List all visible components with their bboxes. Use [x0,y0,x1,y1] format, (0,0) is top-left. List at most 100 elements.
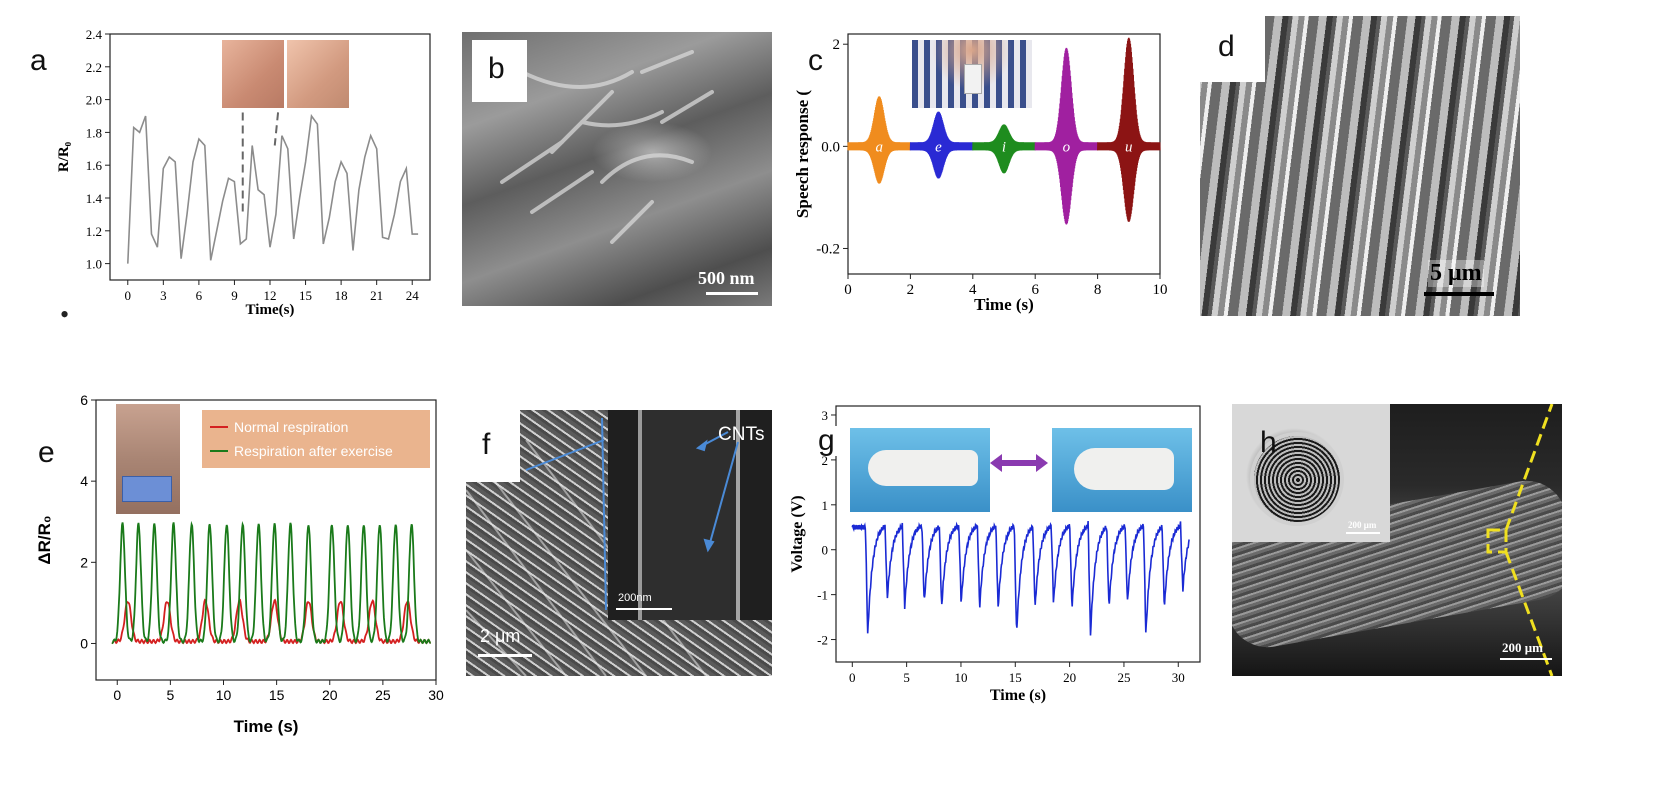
inset-photo-throat [912,40,1032,108]
inset-scale-bar-label-f: 200nm [618,592,652,604]
x-axis-label-e: Time (s) [234,717,299,736]
series-line-e-1 [111,520,431,645]
panel-b: b 500 nm [462,32,772,306]
scale-bar-label-d: 5 μm [1428,260,1484,287]
x-tick-label-a: 21 [370,288,383,303]
y-tick-label-g: 0 [822,543,829,558]
y-tick-label-e: 6 [80,392,88,408]
speech-series-i [972,124,1036,174]
x-tick-label-c: 0 [844,282,852,298]
legend-box-e [202,410,430,468]
speech-label-e: e [935,139,942,155]
double-arrow-head-right [1036,454,1048,472]
legend-label-e-0: Normal respiration [234,419,348,435]
chart-e: 0 5 10 15 20 25 30 0 2 4 6 Time (s) ΔR/R₀ Normal resp… [35,392,444,736]
y-tick-label-a: 2.2 [86,60,102,75]
fiber-cross-section [1250,432,1344,526]
series-line-a [127,113,419,264]
inset-photo-cheek-right [287,40,349,108]
panel-h: 200 μm h 200 μm [1232,404,1562,676]
panel-letter-e: e [30,434,63,472]
y-axis-label-a: R/R₀ [56,141,72,172]
sem-inset-h: 200 μm [1232,404,1390,542]
plot-frame-c [847,33,1161,275]
scale-bar-d [1424,292,1494,296]
x-tick-label-a: 0 [125,288,132,303]
double-arrow-head-left [990,454,1002,472]
x-tick-label-g: 5 [903,670,910,685]
panel-letter-g: g [814,426,839,456]
inset-scale-bar-h [1346,532,1380,534]
glove-open [868,450,978,486]
x-tick-label-e: 10 [216,687,232,703]
dashed-arrow-up [273,86,282,146]
panel-g: 0 5 10 15 20 25 30 -2 -1 0 1 2 3 Time (s) Voltage (V) … [790,380,1210,798]
inset-scale-bar-label-h: 200 μm [1348,520,1377,530]
double-arrow [1000,460,1036,466]
sem-inset-f: 200nm [608,410,772,620]
panel-c: c 0 2 4 6 8 10 -0.2 0.0 2 Time (s) Speech response… [780,0,1180,340]
speech-label-i: i [1002,139,1006,155]
sensor-patch-chest [122,476,172,502]
series-line-e-0 [111,598,431,645]
x-tick-label-a: 6 [196,288,203,303]
x-tick-label-e: 5 [166,687,174,703]
speech-series-a [847,96,911,184]
scale-bar-label-b: 500 nm [698,268,755,288]
scale-bar-f [478,654,532,657]
y-tick-label-c: 2 [833,37,841,53]
chart-g: 0 5 10 15 20 25 30 -2 -1 0 1 2 3 Time (s) Voltage (V) [790,405,1201,704]
speech-series-e [909,111,974,179]
y-tick-label-a: 1.8 [86,125,102,140]
y-tick-label-e: 2 [80,554,88,570]
cnt-arrows [695,431,739,553]
inset-scale-bar-f [616,608,672,610]
x-tick-label-c: 8 [1094,282,1102,298]
x-tick-label-g: 15 [1009,670,1022,685]
x-tick-label-e: 20 [322,687,338,703]
x-tick-label-e: 25 [375,687,391,703]
x-tick-label-c: 6 [1031,282,1039,298]
series-line-g [851,520,1190,636]
plot-frame-e [95,399,437,681]
y-tick-label-a: 1.2 [86,224,102,239]
panel-letter-a: a [22,42,55,80]
bullet: • [60,300,70,329]
y-axis-label-c: Speech response ( [793,90,812,218]
panel-letter-d: d [1200,16,1265,82]
annotation-cnts: CNTs [718,424,765,445]
x-tick-label-c: 4 [969,282,977,298]
x-tick-label-g: 30 [1172,670,1185,685]
scale-bar-label-h: 200 μm [1502,640,1543,655]
x-tick-label-a: 3 [160,288,167,303]
x-tick-label-e: 0 [113,687,121,703]
speech-series-o [1034,47,1099,225]
x-tick-label-c: 10 [1153,282,1168,298]
inset-photo-cheek-left [222,40,284,108]
x-tick-label-a: 12 [264,288,277,303]
speech-label-a: a [875,139,883,155]
y-tick-label-a: 2.4 [86,27,103,42]
x-tick-label-g: 10 [954,670,967,685]
panel-d: d 5 μm [1200,16,1520,316]
speech-label-o: o [1063,139,1071,155]
scale-bar-b [706,292,758,295]
x-axis-label-c: Time (s) [974,295,1034,314]
sem-fibers-b [500,50,714,244]
y-tick-label-a: 1.0 [86,257,102,272]
y-tick-label-c: -0.2 [816,241,840,257]
x-tick-label-g: 25 [1117,670,1130,685]
panel-f: 200nm CNTs f 2 μm [466,410,772,676]
x-tick-label-g: 20 [1063,670,1076,685]
x-tick-label-a: 9 [231,288,238,303]
y-axis-label-g: Voltage (V) [790,495,806,572]
panel-e: e 0 5 10 15 20 25 30 0 2 4 6 Time (s) ΔR/R₀ Normal re… [0,380,450,798]
x-tick-label-g: 0 [849,670,856,685]
sensor-patch [964,64,982,94]
y-tick-label-g: 3 [822,408,829,423]
y-tick-label-a: 2.0 [86,93,102,108]
panel-a: a 0 3 6 9 12 15 18 21 24 1.0 1.2 1.4 1.6 1.8 2.0 2.2 2.4… [0,0,440,340]
scale-bar-label-f: 2 μm [480,626,521,646]
x-tick-label-e: 15 [269,687,285,703]
y-tick-label-c: 0.0 [821,139,840,155]
